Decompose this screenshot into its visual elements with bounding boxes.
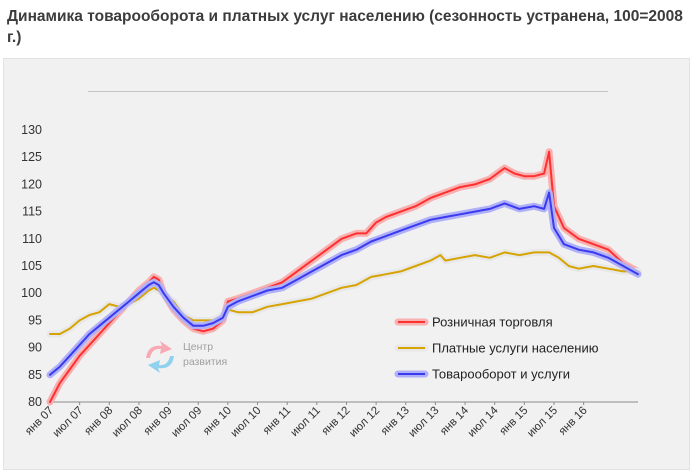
- y-tick-label: 130: [21, 123, 42, 137]
- x-tick-label: июл 12: [347, 405, 382, 440]
- x-tick-label: июл 13: [407, 405, 442, 440]
- x-tick-label: июл 11: [289, 405, 323, 439]
- y-tick-label: 105: [21, 259, 42, 273]
- arrows-logo-icon: [146, 341, 174, 373]
- y-tick-label: 90: [28, 341, 42, 355]
- x-tick-label: июл 15: [525, 405, 560, 440]
- y-tick-label: 115: [22, 205, 42, 219]
- x-tick-label: янв 11: [261, 405, 293, 437]
- divider-line: [88, 91, 608, 92]
- watermark-line2: развития: [183, 356, 228, 368]
- y-tick-label: 100: [21, 286, 42, 300]
- x-tick-label: июл 10: [229, 405, 264, 440]
- legend-label: Розничная торговля: [432, 315, 553, 330]
- x-tick-label: июл 08: [110, 405, 145, 440]
- chart-panel: [3, 58, 690, 470]
- y-tick-label: 110: [22, 232, 42, 246]
- y-tick-label: 80: [28, 395, 42, 409]
- y-tick-label: 85: [28, 368, 42, 382]
- watermark-logo: Центр развития: [140, 338, 250, 378]
- x-tick-label: июл 09: [169, 405, 204, 440]
- y-tick-label: 125: [21, 150, 42, 164]
- x-tick-label: июл 14: [466, 404, 501, 439]
- watermark-line1: Центр: [183, 341, 214, 353]
- chart-title: Динамика товарооборота и платных услуг н…: [7, 8, 683, 46]
- x-tick-label: июл 07: [51, 405, 86, 440]
- y-tick-label: 95: [28, 313, 42, 327]
- series-line-2: [49, 191, 639, 376]
- y-tick-label: 120: [21, 177, 42, 191]
- legend-label: Товарооборот и услуги: [432, 367, 570, 382]
- legend-label: Платные услуги населению: [432, 341, 599, 356]
- x-tick-label: янв 16: [557, 405, 590, 438]
